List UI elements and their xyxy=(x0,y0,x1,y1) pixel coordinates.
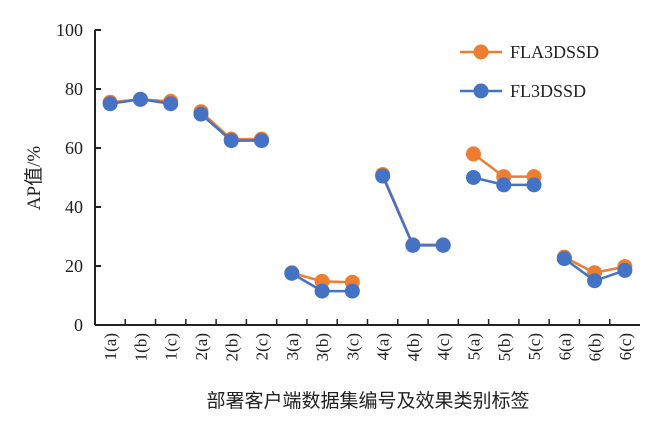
legend-marker xyxy=(473,83,489,99)
x-tick-label: 5(c) xyxy=(525,333,544,360)
series-line-segment xyxy=(381,174,444,247)
series-line-segment xyxy=(381,175,444,247)
x-tick-label: 3(b) xyxy=(313,333,332,361)
y-tick-label: 100 xyxy=(56,20,83,40)
series-fla3dssd xyxy=(102,91,633,290)
data-point xyxy=(314,283,330,299)
x-tick-label: 4(a) xyxy=(374,333,393,360)
y-tick-label: 40 xyxy=(65,197,83,217)
x-tick-label: 2(a) xyxy=(192,333,211,360)
y-axis-title: AP值/% xyxy=(23,146,45,211)
data-point xyxy=(193,106,209,122)
legend: FLA3DSSD FL3DSSD xyxy=(460,42,599,101)
legend-item: FL3DSSD xyxy=(460,81,586,101)
x-tick-label: 1(b) xyxy=(131,333,150,361)
data-point xyxy=(556,251,572,267)
data-point xyxy=(617,262,633,278)
x-tick-label: 2(c) xyxy=(253,333,272,360)
data-point xyxy=(254,133,270,149)
legend-marker xyxy=(473,44,489,60)
legend-label: FLA3DSSD xyxy=(510,42,599,62)
x-tick-label: 5(b) xyxy=(495,333,514,361)
data-point xyxy=(465,170,481,185)
data-point xyxy=(405,237,421,253)
x-tick-label: 1(a) xyxy=(101,333,120,360)
y-tick-labels: 0 20 40 60 80 100 xyxy=(56,20,83,335)
x-tick-label: 1(c) xyxy=(162,333,181,360)
legend-item: FLA3DSSD xyxy=(460,42,599,62)
x-axis-title: 部署客户端数据集编号及效果类别标签 xyxy=(206,390,529,412)
x-tick-label: 6(b) xyxy=(586,333,605,361)
x-tick-label: 6(c) xyxy=(616,333,635,360)
x-tick-label: 5(a) xyxy=(464,333,483,360)
y-tick-label: 80 xyxy=(65,79,83,99)
x-tick-labels: 1(a) 1(b) 1(c) 2(a) 2(b) 2(c) 3(a) 3(b) 3(c) 4(a)… xyxy=(101,333,635,361)
x-tick-label: 3(c) xyxy=(343,333,362,360)
data-point xyxy=(587,273,603,289)
x-tick-label: 4(c) xyxy=(434,333,453,360)
axes xyxy=(94,29,640,326)
series-layer xyxy=(102,91,633,299)
data-point xyxy=(344,283,360,299)
series-fl3dssd xyxy=(102,91,633,299)
x-tick-label: 2(b) xyxy=(222,333,241,361)
x-tick-label: 6(a) xyxy=(555,333,574,360)
y-tick-label: 60 xyxy=(65,138,83,158)
legend-label: FL3DSSD xyxy=(510,81,586,101)
data-point xyxy=(163,96,179,112)
y-tick-label: 0 xyxy=(74,315,83,335)
y-tick-label: 20 xyxy=(65,256,83,276)
x-tick-label: 4(b) xyxy=(404,333,423,361)
x-tick-label: 3(a) xyxy=(283,333,302,360)
data-point xyxy=(465,146,481,162)
data-point xyxy=(435,237,451,253)
data-point xyxy=(496,177,512,193)
data-point xyxy=(375,168,391,184)
data-point xyxy=(526,177,542,193)
data-point xyxy=(284,265,300,281)
data-point xyxy=(223,133,239,149)
data-point xyxy=(132,91,148,107)
data-point xyxy=(102,96,118,112)
